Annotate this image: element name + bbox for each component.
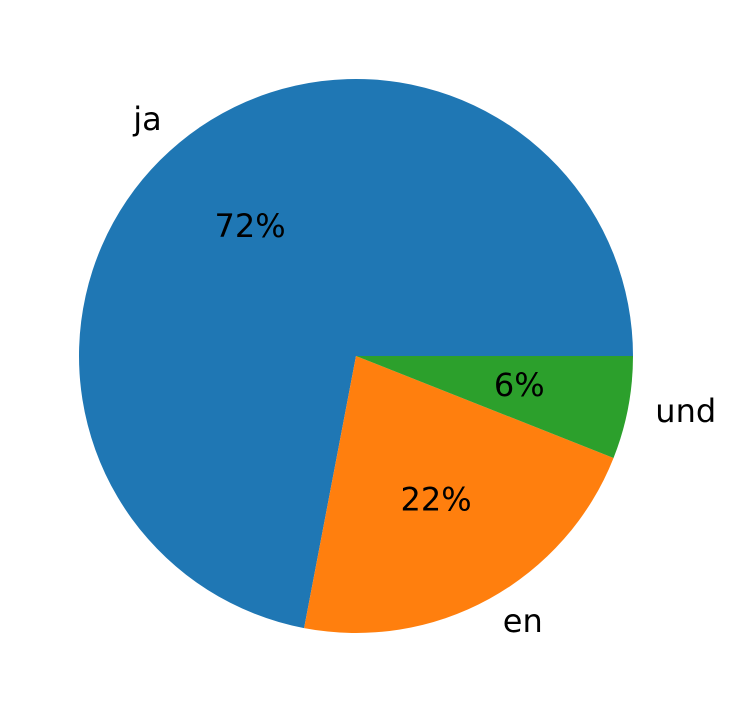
pie-slice <box>304 356 614 633</box>
slice-label: ja <box>132 100 162 138</box>
pie-slice <box>356 356 633 458</box>
pie-slice <box>78 78 633 629</box>
value-label: 72% <box>214 207 285 245</box>
slice-label: und <box>655 392 716 430</box>
value-label: 6% <box>494 366 545 404</box>
slice-label: en <box>503 602 543 640</box>
value-label: 22% <box>401 481 472 519</box>
